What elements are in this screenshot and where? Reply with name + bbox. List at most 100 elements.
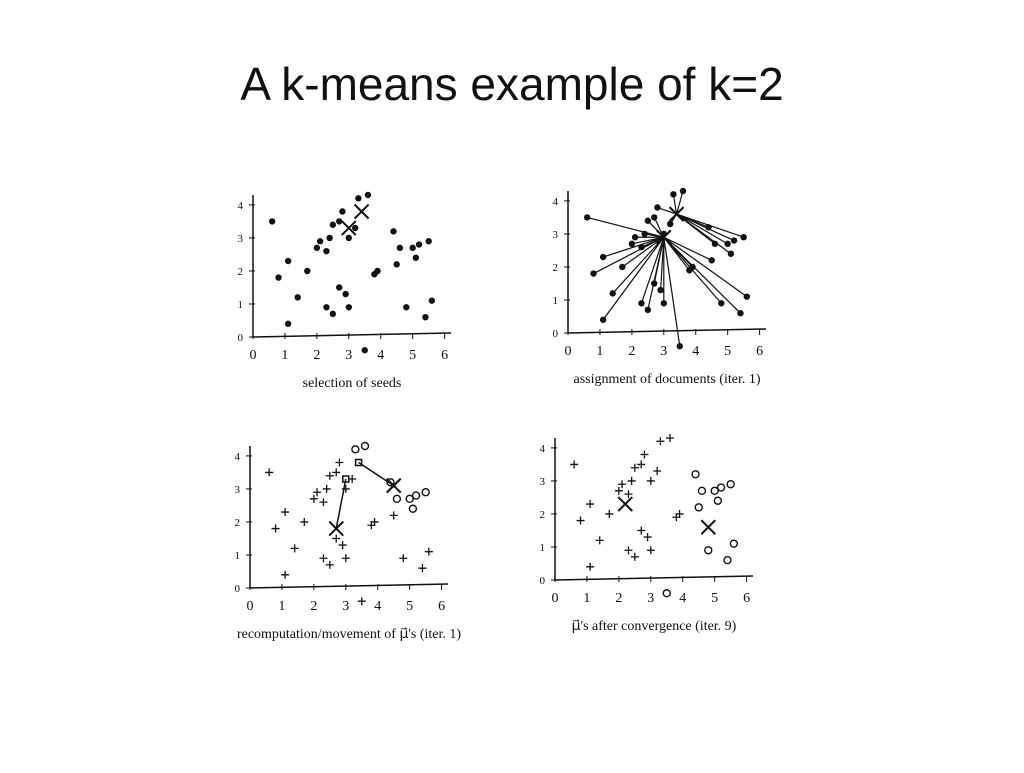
centroid	[353, 203, 370, 220]
assignment-line	[663, 236, 741, 314]
x-axis	[252, 332, 452, 338]
point	[662, 589, 671, 598]
centroid	[656, 229, 672, 245]
point	[694, 503, 703, 512]
point	[618, 480, 627, 489]
assignment-line	[676, 213, 732, 255]
scatter-panel: 0 1 2 3 4 5 6 0 1 2 3 4 selection of seeds	[238, 191, 452, 391]
assignment-line	[653, 237, 665, 284]
x-tick-label: 0	[552, 591, 559, 606]
x-tick-label: 5	[406, 599, 413, 614]
point	[605, 509, 614, 518]
point	[361, 347, 368, 354]
assignment-line	[672, 194, 678, 215]
x-axis-label: recomputation/movement of μ⃗'s (iter. 1)	[237, 627, 461, 642]
point	[624, 546, 633, 555]
point	[646, 476, 655, 485]
x-tick-label: 5	[409, 348, 416, 363]
point	[665, 434, 674, 442]
point	[708, 257, 715, 264]
slide-title: A k-means example of k=2	[240, 58, 783, 110]
point	[654, 204, 661, 211]
point	[341, 554, 350, 563]
point	[630, 463, 639, 472]
point	[281, 508, 290, 517]
point	[718, 300, 725, 307]
point	[624, 490, 633, 499]
point	[638, 243, 645, 251]
point	[644, 217, 652, 224]
point	[313, 244, 321, 252]
y-tick-label: 4	[540, 443, 546, 455]
previous-centroid	[354, 458, 363, 467]
point	[737, 309, 744, 317]
point	[403, 304, 410, 311]
assignment-line	[663, 236, 712, 261]
point	[713, 496, 723, 505]
x-tick-label: 3	[345, 348, 352, 363]
point	[335, 458, 344, 467]
point	[316, 238, 324, 245]
x-tick-label: 6	[438, 599, 445, 614]
x-tick-label: 5	[724, 344, 731, 359]
point	[338, 541, 347, 550]
x-tick-label: 0	[250, 348, 257, 363]
y-tick-label: 4	[553, 196, 559, 208]
point	[329, 310, 337, 318]
point	[716, 483, 726, 492]
y-tick-label: 1	[238, 299, 244, 311]
x-axis-label: selection of seeds	[303, 376, 402, 391]
point	[644, 306, 652, 314]
point	[724, 240, 731, 248]
point	[726, 480, 735, 489]
x-axis	[567, 328, 767, 334]
x-tick-label: 1	[281, 348, 288, 363]
x-tick-label: 1	[278, 599, 285, 614]
point	[360, 441, 370, 451]
x-tick-label: 4	[679, 591, 686, 606]
x-tick-label: 4	[377, 348, 384, 363]
point	[422, 313, 429, 321]
point	[586, 500, 595, 509]
y-tick-label: 2	[238, 266, 244, 278]
point	[609, 290, 616, 297]
x-axis-label: μ⃗'s after convergence (iter. 9)	[572, 619, 737, 634]
point	[727, 250, 735, 257]
point	[348, 475, 357, 484]
point	[586, 562, 595, 571]
x-tick-label: 1	[596, 344, 603, 359]
point	[265, 468, 274, 477]
point	[304, 267, 311, 275]
point	[313, 488, 322, 497]
centroid	[668, 206, 685, 222]
point	[294, 294, 301, 301]
point	[631, 234, 639, 241]
point	[392, 494, 402, 504]
point	[637, 526, 646, 535]
x-tick-label: 2	[628, 344, 635, 359]
point	[393, 261, 400, 268]
point	[641, 230, 648, 238]
assignment-line	[663, 237, 681, 347]
point	[657, 286, 664, 294]
point	[326, 234, 333, 242]
assignment-line	[593, 236, 665, 275]
point	[323, 304, 330, 311]
y-tick-label: 0	[235, 583, 241, 595]
point	[411, 491, 421, 500]
point	[370, 517, 379, 526]
point	[691, 470, 700, 479]
point	[329, 221, 337, 228]
centroid	[341, 220, 357, 236]
point	[656, 437, 665, 446]
point	[418, 564, 427, 573]
y-tick-label: 0	[540, 575, 546, 587]
point	[357, 597, 366, 606]
point	[424, 547, 433, 556]
point	[729, 539, 739, 548]
point	[345, 234, 353, 242]
point	[271, 524, 280, 533]
y-tick-label: 0	[553, 328, 559, 340]
